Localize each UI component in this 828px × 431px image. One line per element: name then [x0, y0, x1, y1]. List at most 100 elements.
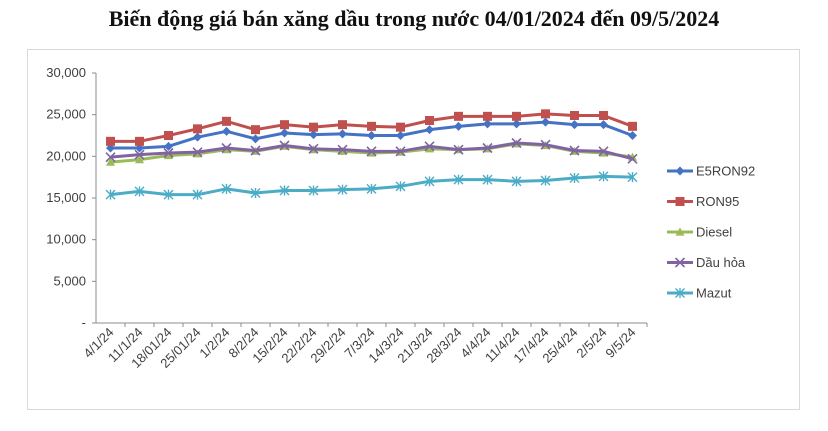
data-point-ron95: [483, 111, 492, 121]
data-point-mazut: [221, 183, 232, 194]
y-tick-label: 5,000: [53, 273, 86, 288]
data-point-mazut: [308, 185, 319, 196]
legend-label-mazut: Mazut: [696, 286, 732, 301]
data-point-d-u-h-a: [424, 141, 435, 152]
data-point-e5ron92: [309, 130, 318, 140]
data-point-mazut: [511, 176, 522, 187]
data-point-d-u-h-a: [308, 143, 319, 154]
data-point-e5ron92: [396, 131, 405, 140]
data-point-d-u-h-a: [337, 144, 348, 155]
data-point-d-u-h-a: [511, 137, 522, 149]
data-point-mazut: [192, 189, 203, 200]
legend-label-e5ron92: E5RON92: [696, 164, 755, 179]
data-point-d-u-h-a: [279, 140, 290, 151]
data-point-mazut: [134, 186, 145, 197]
legend-marker-ron95: [675, 197, 685, 206]
data-point-ron95: [396, 122, 405, 132]
data-point-ron95: [425, 116, 434, 125]
data-point-ron95: [367, 121, 376, 131]
legend-marker-e5ron92: [675, 166, 685, 176]
data-point-e5ron92: [367, 131, 376, 140]
data-point-mazut: [598, 171, 609, 182]
chart-frame: [27, 49, 800, 410]
data-point-mazut: [482, 174, 493, 185]
legend-marker-mazut: [675, 288, 685, 298]
data-point-e5ron92: [512, 119, 521, 129]
data-point-d-u-h-a: [627, 153, 638, 164]
data-point-mazut: [395, 181, 406, 192]
data-point-mazut: [250, 188, 261, 198]
data-point-ron95: [193, 124, 202, 134]
data-point-mazut: [540, 175, 551, 186]
data-point-mazut: [453, 174, 464, 185]
y-tick-label: 10,000: [46, 232, 86, 247]
data-point-e5ron92: [164, 141, 173, 151]
data-point-d-u-h-a: [453, 144, 464, 155]
data-point-d-u-h-a: [395, 146, 406, 157]
data-point-mazut: [163, 189, 174, 200]
y-tick-label: 15,000: [46, 190, 86, 205]
data-point-ron95: [135, 136, 144, 146]
data-point-e5ron92: [425, 125, 434, 135]
data-point-d-u-h-a: [482, 142, 493, 154]
data-point-d-u-h-a: [366, 146, 377, 157]
data-point-diesel: [106, 157, 115, 166]
data-point-ron95: [251, 125, 260, 135]
x-tick-label: 9/5/24: [602, 325, 638, 361]
data-point-d-u-h-a: [163, 147, 174, 159]
data-point-d-u-h-a: [105, 152, 116, 163]
data-point-e5ron92: [599, 120, 608, 130]
data-point-e5ron92: [251, 134, 260, 144]
data-point-e5ron92: [628, 131, 637, 140]
data-point-e5ron92: [454, 121, 463, 131]
data-point-d-u-h-a: [598, 146, 609, 157]
data-point-e5ron92: [570, 120, 579, 130]
data-point-ron95: [454, 111, 463, 121]
data-point-e5ron92: [483, 119, 492, 129]
data-point-ron95: [280, 120, 289, 130]
x-tick-label: 2/5/24: [573, 325, 609, 361]
data-point-mazut: [627, 172, 638, 183]
data-point-ron95: [309, 122, 318, 132]
legend-label-diesel: Diesel: [696, 225, 732, 240]
y-tick-label: 25,000: [46, 107, 86, 122]
data-point-mazut: [105, 189, 116, 200]
data-point-diesel: [164, 151, 173, 160]
data-point-e5ron92: [222, 126, 231, 136]
legend-label-ron95: RON95: [696, 194, 739, 209]
data-point-e5ron92: [338, 129, 347, 139]
data-point-diesel: [135, 155, 144, 164]
data-point-d-u-h-a: [569, 145, 580, 156]
data-point-ron95: [106, 136, 115, 146]
data-point-mazut: [569, 173, 580, 183]
data-point-ron95: [541, 109, 550, 119]
chart-title: Biến động giá bán xăng dầu trong nước 04…: [108, 6, 720, 31]
x-tick-label: 1/2/24: [196, 325, 232, 361]
data-point-ron95: [222, 116, 231, 126]
y-tick-label: 20,000: [46, 148, 86, 163]
data-point-ron95: [338, 120, 347, 130]
legend-marker-diesel: [675, 227, 685, 236]
data-point-e5ron92: [280, 128, 289, 138]
data-point-d-u-h-a: [250, 145, 261, 156]
data-point-ron95: [599, 111, 608, 120]
data-point-e5ron92: [193, 132, 202, 142]
legend-marker-d-u-h-a: [674, 257, 686, 268]
data-point-e5ron92: [541, 117, 550, 127]
data-point-mazut: [366, 183, 377, 194]
data-point-mazut: [337, 184, 348, 195]
data-point-d-u-h-a: [221, 142, 232, 154]
data-point-d-u-h-a: [134, 149, 145, 160]
data-point-ron95: [628, 121, 637, 131]
data-point-ron95: [512, 111, 521, 121]
y-tick-label: -: [82, 315, 86, 330]
legend-label-d-u-h-a: Dầu hỏa: [696, 255, 746, 270]
data-point-diesel: [425, 144, 434, 153]
data-point-mazut: [424, 176, 435, 187]
data-point-d-u-h-a: [540, 139, 551, 150]
data-point-ron95: [570, 111, 579, 120]
data-point-mazut: [279, 185, 290, 196]
data-point-d-u-h-a: [192, 147, 203, 158]
y-tick-label: 30,000: [46, 65, 86, 80]
